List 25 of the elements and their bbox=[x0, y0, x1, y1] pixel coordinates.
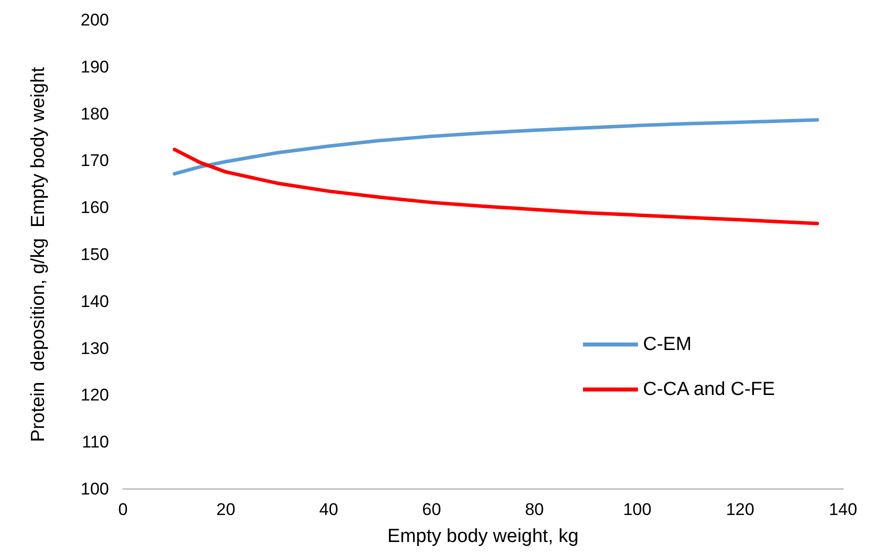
x-tick-label: 40 bbox=[319, 500, 338, 519]
y-tick-label: 180 bbox=[80, 104, 109, 124]
x-tick-label: 20 bbox=[216, 500, 236, 519]
y-axis-title: Protein deposition, g/kg Empty body weight bbox=[28, 66, 49, 442]
legend-label: C-CA and C-FE bbox=[642, 379, 775, 400]
line-series bbox=[172, 118, 820, 176]
y-tick-label: 150 bbox=[80, 245, 109, 264]
x-tick-label: 140 bbox=[828, 500, 858, 519]
x-tick-label: 120 bbox=[726, 500, 754, 519]
legend-label: C-EM bbox=[642, 334, 692, 355]
x-tick-label: 100 bbox=[623, 500, 652, 519]
y-tick-label: 190 bbox=[80, 57, 109, 76]
x-tick-label: 80 bbox=[524, 500, 544, 519]
y-tick-label: 200 bbox=[80, 10, 109, 30]
y-tick-label: 120 bbox=[80, 386, 109, 405]
y-tick-label: 170 bbox=[80, 151, 109, 170]
x-tick-label: 60 bbox=[422, 500, 442, 519]
x-axis-title: Empty body weight, kg bbox=[387, 526, 579, 547]
x-tick-label: 0 bbox=[118, 500, 128, 519]
y-tick-label: 140 bbox=[80, 292, 109, 311]
y-tick-label: 160 bbox=[80, 198, 109, 218]
y-tick-label: 110 bbox=[82, 432, 109, 452]
y-tick-label: 100 bbox=[80, 480, 109, 498]
line-series bbox=[172, 148, 820, 226]
y-tick-label: 130 bbox=[80, 338, 109, 358]
